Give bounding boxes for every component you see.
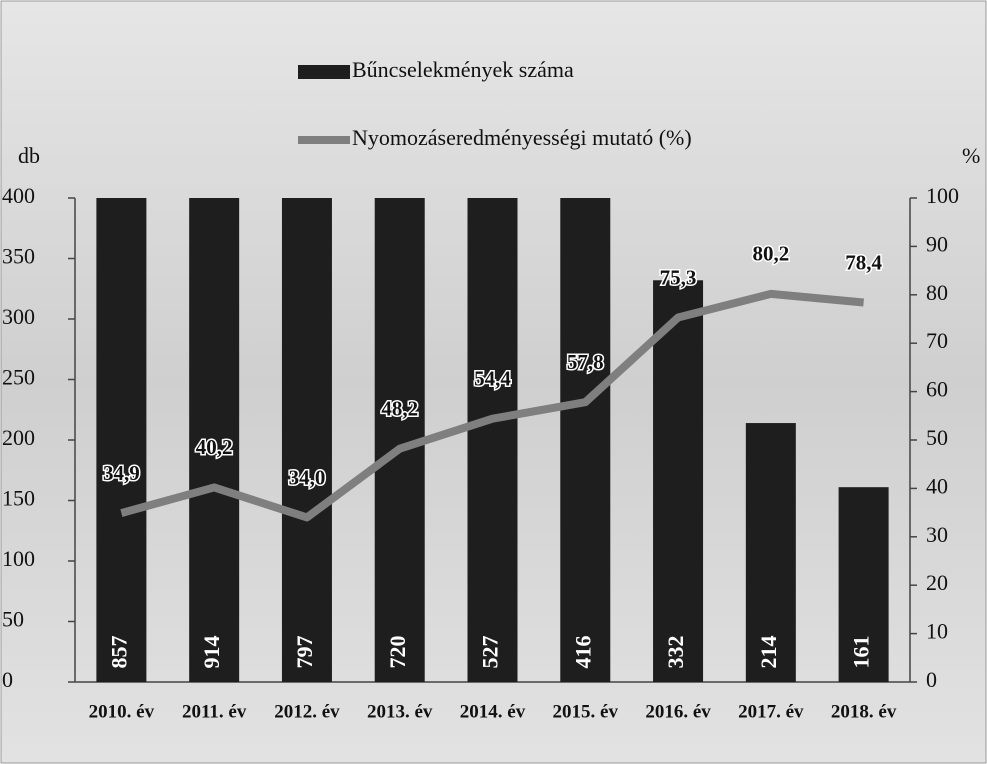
y-tick-label: 250 (2, 365, 35, 390)
bar-value-label: 527 (478, 636, 503, 669)
y2-tick-label: 0 (926, 667, 937, 692)
y2-tick-label: 20 (926, 570, 948, 595)
y-tick-label: 400 (2, 183, 35, 208)
bar-value-label: 416 (570, 636, 595, 669)
y-tick-label: 50 (2, 607, 24, 632)
y2-tick-label: 10 (926, 619, 948, 644)
x-tick-label: 2017. év (738, 701, 804, 722)
y2-tick-label: 70 (926, 328, 948, 353)
line-value-label: 34,0 (289, 465, 326, 489)
y2-axis-label: % (962, 143, 980, 168)
y2-tick-label: 50 (926, 425, 948, 450)
x-tick-label: 2011. év (182, 701, 247, 722)
line-value-label: 54,4 (474, 367, 511, 391)
bar-value-label: 161 (849, 636, 874, 669)
y-axis-label: db (18, 143, 40, 168)
y-tick-label: 0 (2, 667, 13, 692)
bar (653, 280, 703, 682)
chart: db % 0 50 100 150 200 250 300 350 400 0 10 20 30 40 50… (0, 0, 987, 764)
x-tick-label: 2012. év (274, 701, 340, 722)
bar-value-label: 857 (106, 636, 131, 669)
line-value-label: 57,8 (567, 350, 604, 374)
y2-tick-label: 100 (926, 183, 959, 208)
line-value-label: 78,4 (845, 250, 882, 274)
y-tick-label: 300 (2, 304, 35, 329)
bar-value-label: 914 (199, 636, 224, 669)
y-tick-label: 350 (2, 244, 35, 269)
y-tick-label: 150 (2, 486, 35, 511)
legend-label: Nyomozáseredményességi mutató (%) (352, 125, 692, 150)
y-tick-label: 100 (2, 546, 35, 571)
y2-tick-label: 40 (926, 473, 948, 498)
bar-value-label: 214 (756, 636, 781, 669)
bar-value-label: 720 (385, 636, 410, 669)
y-tick-label: 200 (2, 425, 35, 450)
y2-tick-label: 30 (926, 522, 948, 547)
line-value-label: 48,2 (381, 397, 418, 421)
bar (560, 179, 610, 682)
y2-tick-label: 80 (926, 280, 948, 305)
y2-tick-label: 90 (926, 231, 948, 256)
bar-value-label: 332 (663, 636, 688, 669)
x-tick-label: 2014. év (460, 701, 526, 722)
x-tick-label: 2010. év (89, 701, 155, 722)
line-value-label: 75,3 (660, 265, 697, 289)
y2-tick-label: 60 (926, 377, 948, 402)
bar-value-label: 797 (292, 636, 317, 669)
x-tick-label: 2013. év (367, 701, 433, 722)
legend-swatch (298, 65, 350, 79)
x-tick-label: 2015. év (553, 701, 619, 722)
x-tick-label: 2016. év (645, 701, 711, 722)
line-value-label: 80,2 (752, 242, 789, 266)
x-tick-label: 2018. év (831, 701, 897, 722)
line-value-label: 40,2 (196, 435, 233, 459)
legend-label: Bűncselekmények száma (352, 57, 574, 82)
line-value-label: 34,9 (103, 461, 140, 485)
